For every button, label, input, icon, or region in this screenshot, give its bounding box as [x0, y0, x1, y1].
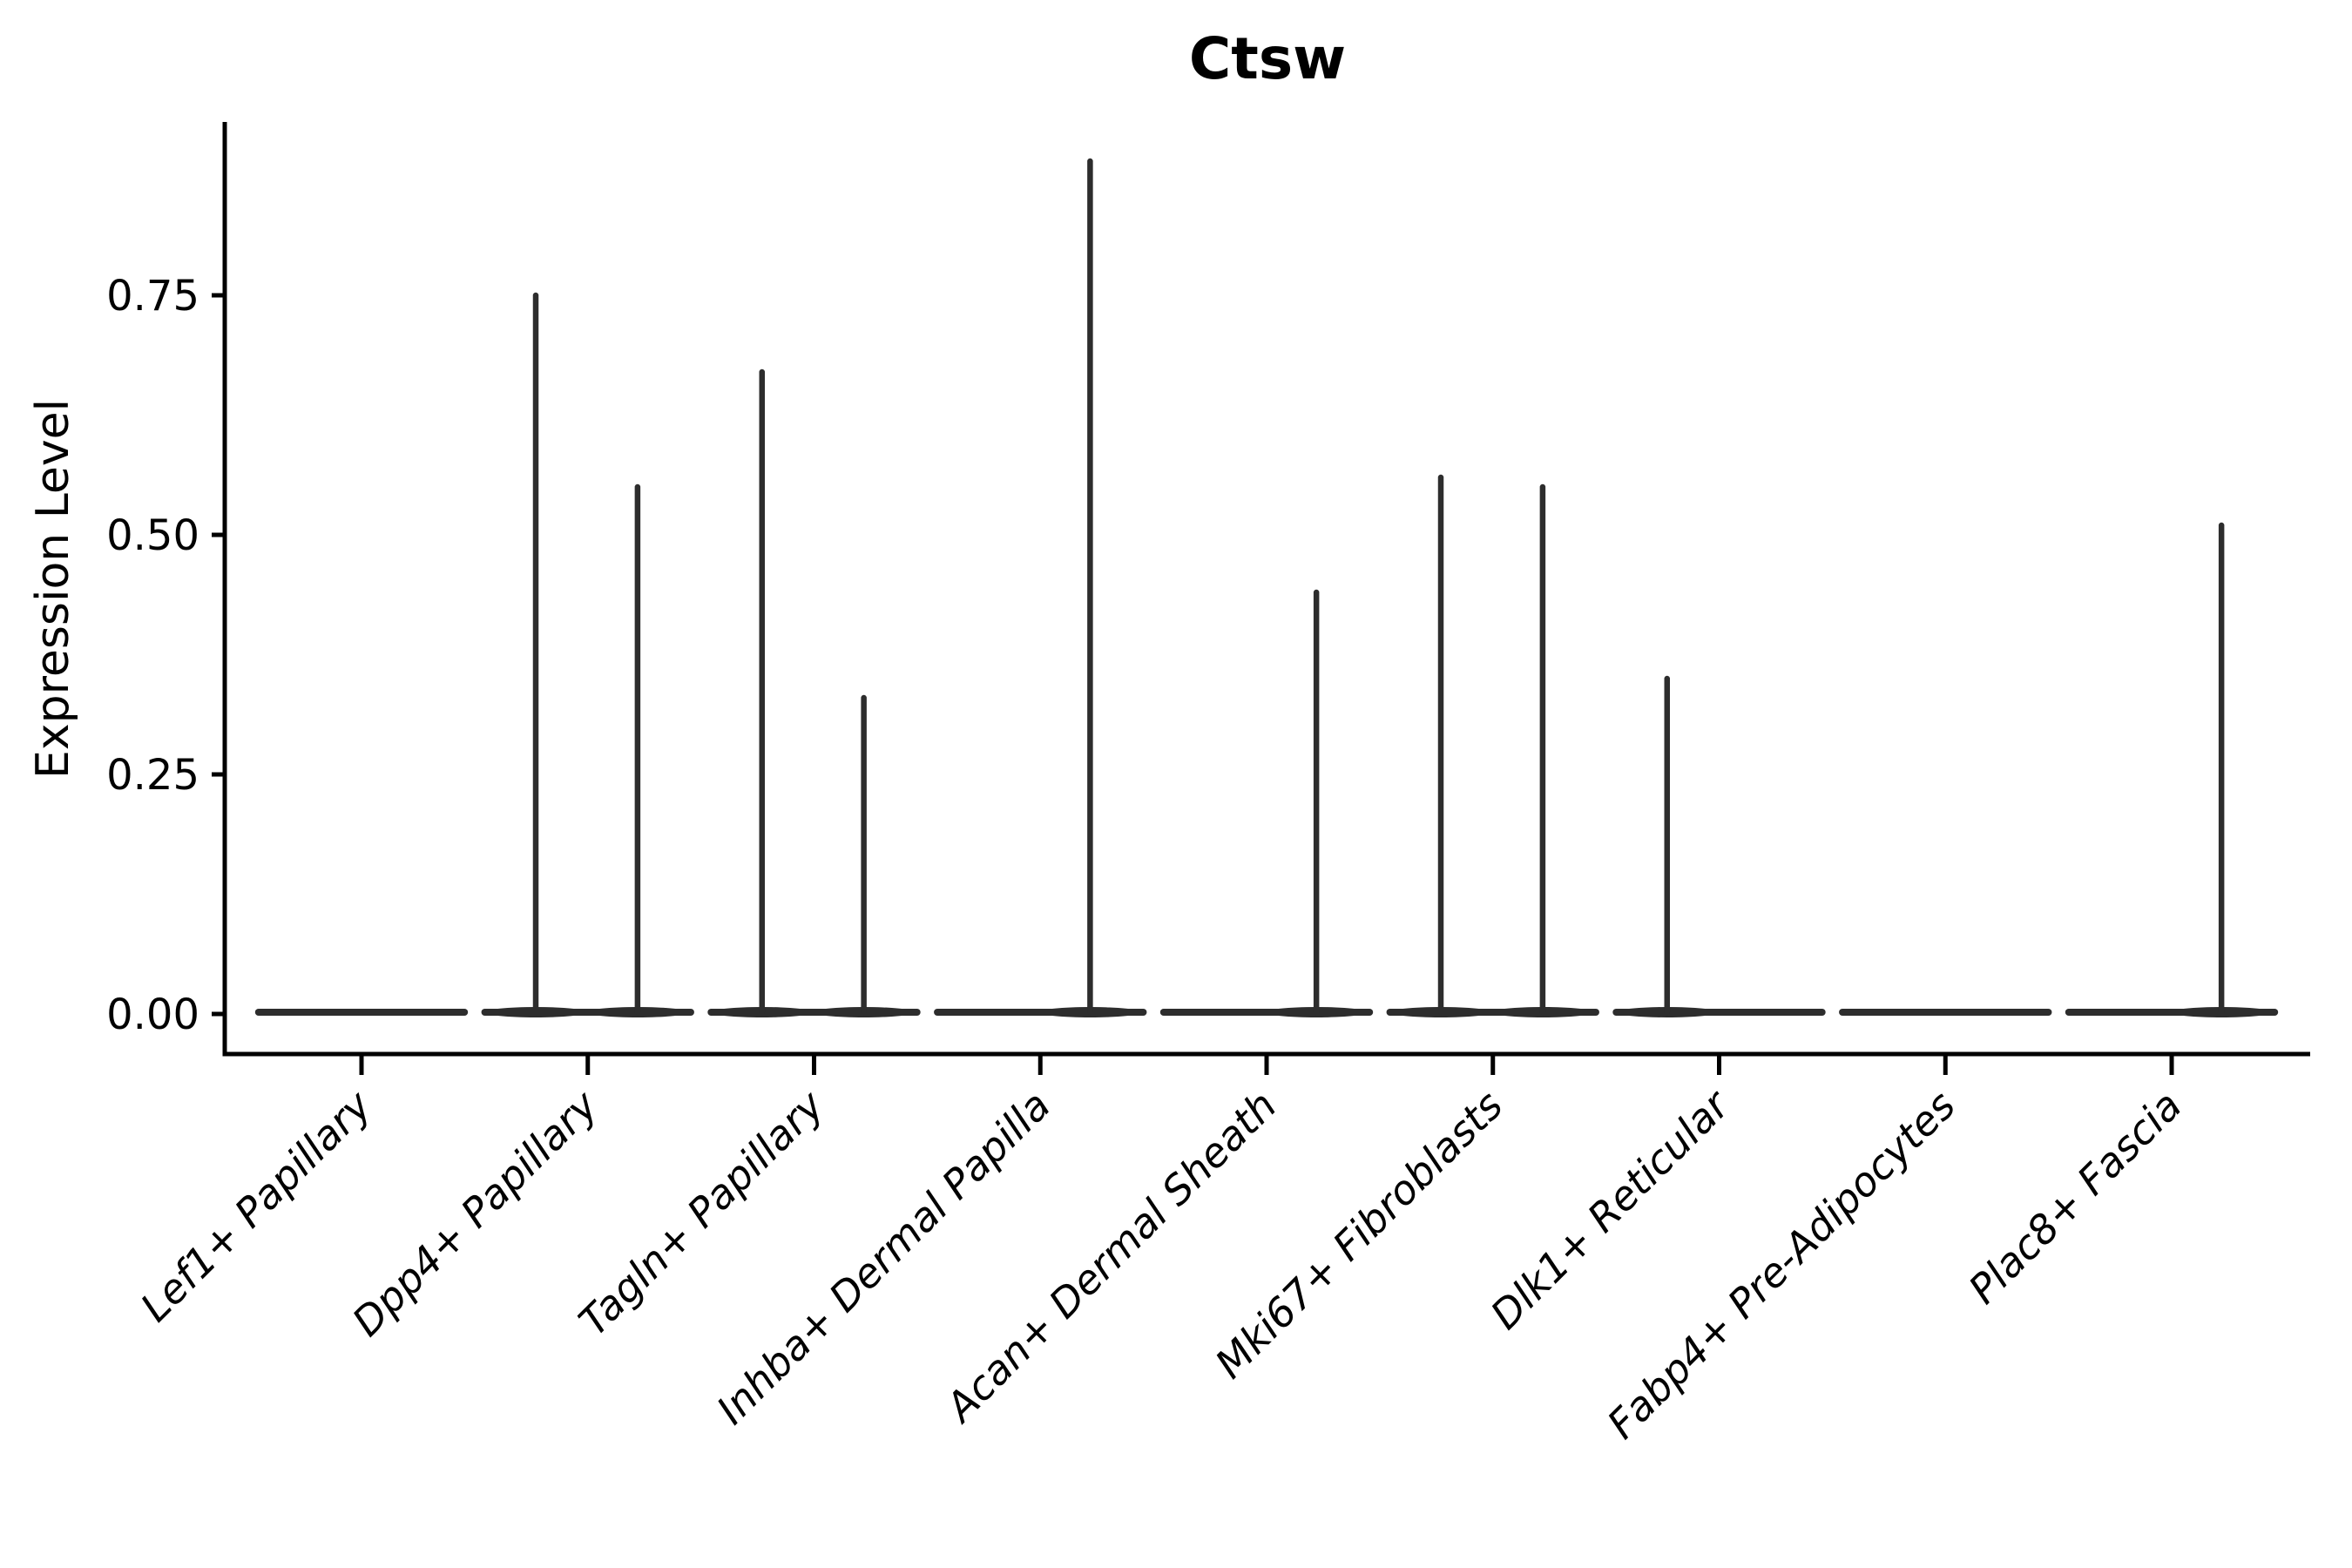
- y-tick-label: 0.75: [106, 272, 199, 321]
- x-tick-label: Plac8+ Fascia: [1959, 1082, 2190, 1313]
- violin: [481, 292, 694, 1017]
- violin: [934, 158, 1147, 1017]
- y-tick-label: 0.50: [106, 511, 199, 560]
- violins-layer: [254, 158, 2279, 1017]
- chart-title: Ctsw: [1189, 25, 1346, 92]
- x-tick-label: Dlk1+ Reticular: [1482, 1079, 1740, 1338]
- violin: [1612, 675, 1826, 1017]
- violin: [707, 368, 921, 1017]
- y-axis-label: Expression Level: [27, 399, 79, 779]
- violin: [1159, 589, 1374, 1017]
- y-tick-label: 0.25: [106, 751, 199, 800]
- y-tick-layer: 0.00 0.25 0.50 0.75: [106, 272, 225, 1039]
- y-tick-label: 0.00: [106, 990, 199, 1039]
- x-tick-label: Lef1+ Papillary: [132, 1081, 381, 1330]
- violin: [1386, 474, 1599, 1017]
- x-tick-label: Dpp4+ Papillary: [343, 1081, 607, 1345]
- violin: [2065, 522, 2279, 1017]
- x-tick-label: Tagln+ Papillary: [570, 1081, 834, 1345]
